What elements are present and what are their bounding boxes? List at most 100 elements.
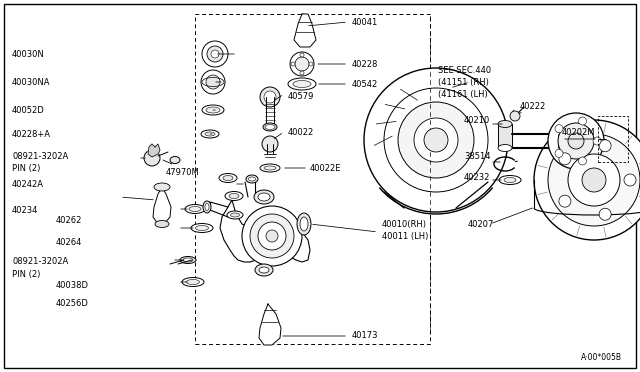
Circle shape <box>300 71 304 75</box>
Ellipse shape <box>265 125 275 129</box>
Text: 40011 (LH): 40011 (LH) <box>382 231 428 241</box>
Text: 40030N: 40030N <box>12 49 45 58</box>
Ellipse shape <box>254 190 274 204</box>
Text: 40038D: 40038D <box>56 282 89 291</box>
Ellipse shape <box>225 192 243 201</box>
Ellipse shape <box>498 144 512 151</box>
Polygon shape <box>220 200 310 262</box>
Circle shape <box>264 91 276 103</box>
Ellipse shape <box>263 123 277 131</box>
Text: PIN (2): PIN (2) <box>12 269 40 279</box>
Circle shape <box>599 208 611 220</box>
Ellipse shape <box>264 166 276 170</box>
Ellipse shape <box>300 217 308 231</box>
Circle shape <box>414 118 458 162</box>
Ellipse shape <box>504 177 516 183</box>
Text: 40222: 40222 <box>520 102 547 110</box>
Circle shape <box>582 168 606 192</box>
Circle shape <box>266 230 278 242</box>
Ellipse shape <box>189 206 201 212</box>
Circle shape <box>599 140 611 152</box>
Circle shape <box>242 206 302 266</box>
Text: 40542: 40542 <box>352 80 378 89</box>
Text: A·00*005B: A·00*005B <box>581 353 622 362</box>
Text: 08921-3202A: 08921-3202A <box>12 151 68 160</box>
Ellipse shape <box>191 224 213 232</box>
Ellipse shape <box>255 264 273 276</box>
Ellipse shape <box>230 213 239 217</box>
Circle shape <box>291 62 295 66</box>
Ellipse shape <box>186 279 200 285</box>
Text: 40242A: 40242A <box>12 180 44 189</box>
Text: 47970M: 47970M <box>166 167 200 176</box>
Circle shape <box>144 150 160 166</box>
Circle shape <box>211 50 219 58</box>
Ellipse shape <box>229 193 239 199</box>
Circle shape <box>201 70 225 94</box>
Text: SEE SEC.440: SEE SEC.440 <box>438 65 491 74</box>
Circle shape <box>559 195 571 207</box>
Ellipse shape <box>201 130 219 138</box>
Ellipse shape <box>202 105 224 115</box>
Circle shape <box>568 154 620 206</box>
Text: 40022: 40022 <box>288 128 314 137</box>
Text: 40173: 40173 <box>352 331 378 340</box>
Ellipse shape <box>195 225 209 231</box>
Ellipse shape <box>246 175 258 183</box>
Ellipse shape <box>203 201 211 213</box>
Ellipse shape <box>154 183 170 191</box>
Circle shape <box>295 57 309 71</box>
Circle shape <box>384 88 488 192</box>
Polygon shape <box>294 14 316 47</box>
Ellipse shape <box>260 164 280 172</box>
Circle shape <box>555 149 563 157</box>
Ellipse shape <box>499 176 521 185</box>
Ellipse shape <box>155 221 169 228</box>
Circle shape <box>300 53 304 57</box>
Circle shape <box>202 41 228 67</box>
Circle shape <box>258 222 286 250</box>
Text: 40207: 40207 <box>468 219 494 228</box>
Text: 40041: 40041 <box>352 17 378 26</box>
Circle shape <box>260 87 280 107</box>
Text: 40234: 40234 <box>12 205 38 215</box>
Circle shape <box>568 133 584 149</box>
Ellipse shape <box>182 278 204 286</box>
Circle shape <box>290 52 314 76</box>
Circle shape <box>559 153 571 165</box>
Ellipse shape <box>205 132 215 136</box>
Ellipse shape <box>248 177 255 181</box>
Circle shape <box>548 134 640 226</box>
Circle shape <box>579 117 586 125</box>
Ellipse shape <box>219 173 237 183</box>
Text: 08921-3202A: 08921-3202A <box>12 257 68 266</box>
Text: 40022E: 40022E <box>310 164 342 173</box>
Ellipse shape <box>170 157 180 164</box>
Text: 40264: 40264 <box>56 237 83 247</box>
Text: 40210: 40210 <box>464 115 490 125</box>
Polygon shape <box>153 187 171 224</box>
Bar <box>598 116 628 162</box>
Text: 40262: 40262 <box>56 215 83 224</box>
Text: (41161 (LH): (41161 (LH) <box>438 90 488 99</box>
Text: 40256D: 40256D <box>56 299 89 308</box>
Circle shape <box>206 75 220 89</box>
Circle shape <box>250 214 294 258</box>
Polygon shape <box>498 124 512 148</box>
Ellipse shape <box>205 203 209 211</box>
Text: (41151 (RH): (41151 (RH) <box>438 77 489 87</box>
Bar <box>195 14 430 344</box>
Text: 40030NA: 40030NA <box>12 77 51 87</box>
Ellipse shape <box>259 267 269 273</box>
Text: 40010(RH): 40010(RH) <box>382 219 427 228</box>
Circle shape <box>510 111 520 121</box>
Text: 40052D: 40052D <box>12 106 45 115</box>
Circle shape <box>624 174 636 186</box>
Text: 40228+A: 40228+A <box>12 129 51 138</box>
Ellipse shape <box>258 193 270 201</box>
Circle shape <box>593 137 601 145</box>
Ellipse shape <box>498 121 512 128</box>
Circle shape <box>534 120 640 240</box>
Text: 38514: 38514 <box>464 151 490 160</box>
Circle shape <box>262 136 278 152</box>
